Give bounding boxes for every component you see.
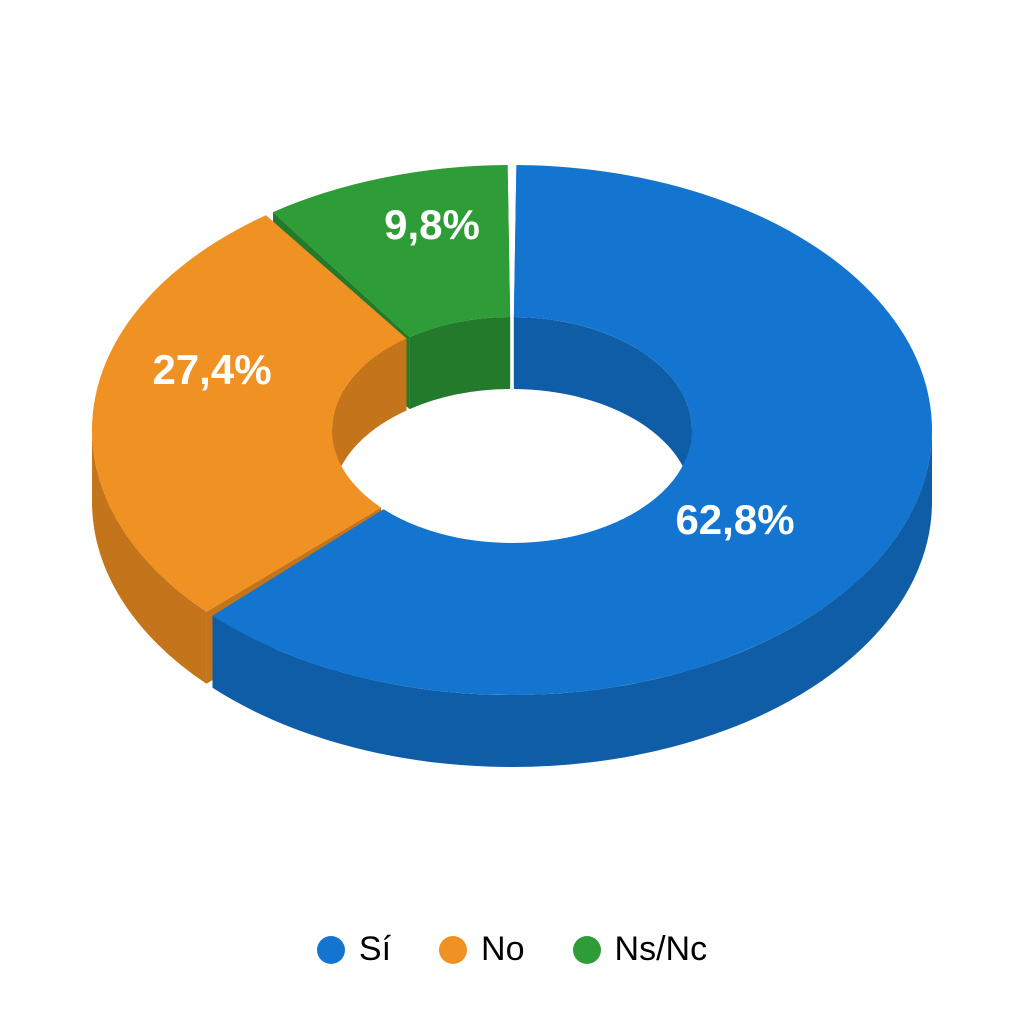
- donut-chart-svg: [0, 0, 1024, 1024]
- slice-label-nsnc: 9,8%: [384, 201, 480, 249]
- legend-item-si: Sí: [317, 930, 391, 969]
- slice-label-si: 62,8%: [675, 496, 794, 544]
- donut-chart: 62,8% 27,4% 9,8% Sí No Ns/Nc: [0, 0, 1024, 1024]
- legend-dot-nsnc: [573, 936, 601, 964]
- legend-item-nsnc: Ns/Nc: [573, 930, 708, 969]
- legend-item-no: No: [439, 930, 524, 969]
- legend-label-no: No: [481, 930, 524, 969]
- legend-label-si: Sí: [359, 930, 391, 969]
- legend-label-nsnc: Ns/Nc: [615, 930, 708, 969]
- legend: Sí No Ns/Nc: [0, 930, 1024, 969]
- legend-dot-si: [317, 936, 345, 964]
- slice-label-no: 27,4%: [152, 346, 271, 394]
- legend-dot-no: [439, 936, 467, 964]
